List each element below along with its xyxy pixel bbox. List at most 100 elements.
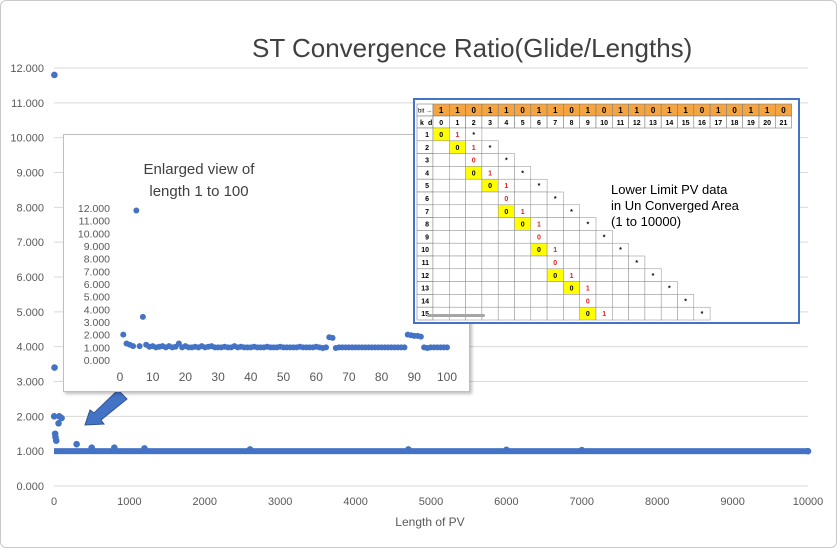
grid-cell bbox=[514, 268, 532, 282]
header-label: bit → bbox=[418, 109, 432, 115]
bit-value: 1 bbox=[683, 106, 688, 115]
bit-value: 1 bbox=[618, 106, 623, 115]
scrollbar[interactable] bbox=[427, 314, 485, 317]
cell-value: 0 bbox=[521, 222, 525, 229]
column-header: 11 bbox=[617, 120, 625, 127]
grid-cell bbox=[432, 281, 450, 295]
inset-x-tick-label: 30 bbox=[211, 370, 225, 384]
inset-data-point bbox=[136, 343, 143, 350]
main-series-points bbox=[50, 71, 812, 455]
main-baseline-series bbox=[54, 448, 808, 455]
inset-y-tick-label: 1.000 bbox=[84, 342, 110, 354]
grid-cell bbox=[644, 306, 662, 321]
grid-cell bbox=[497, 294, 515, 308]
data-point bbox=[804, 447, 812, 455]
grid-cell bbox=[530, 191, 548, 206]
grid-cell bbox=[546, 306, 564, 321]
grid-cell bbox=[660, 294, 678, 308]
row-label: 13 bbox=[421, 286, 429, 293]
grid-cell bbox=[514, 191, 532, 206]
inset-x-tick-label: 50 bbox=[277, 370, 291, 384]
grid-cell bbox=[481, 217, 499, 231]
y-tick-label: 8.000 bbox=[16, 202, 44, 214]
inset-y-tick-label: 2.000 bbox=[84, 330, 110, 342]
column-header: 5 bbox=[521, 120, 525, 127]
inset-chart: 0.0001.0002.0003.0004.0005.0006.0007.000… bbox=[78, 203, 457, 384]
y-tick-label: 4.000 bbox=[16, 342, 44, 354]
grid-cell bbox=[432, 191, 450, 206]
column-header: 15 bbox=[682, 120, 690, 127]
grid-cell bbox=[432, 178, 450, 193]
bit-value: 1 bbox=[635, 106, 640, 115]
grid-cell bbox=[481, 153, 499, 167]
grid-cell bbox=[546, 281, 564, 295]
grid-cell bbox=[628, 306, 646, 321]
bit-value: 1 bbox=[504, 106, 509, 115]
grid-cell bbox=[595, 281, 613, 295]
data-point bbox=[58, 414, 65, 422]
cell-value: * bbox=[472, 132, 475, 139]
grid-cell bbox=[449, 294, 466, 308]
column-header: 17 bbox=[714, 120, 722, 127]
inset-data-point bbox=[139, 313, 146, 320]
cell-value: 0 bbox=[537, 234, 541, 241]
grid-cell bbox=[660, 306, 678, 321]
inset-data-point bbox=[323, 344, 330, 351]
grid-cell bbox=[449, 191, 466, 206]
grid-cell bbox=[497, 166, 515, 180]
data-point bbox=[51, 364, 58, 371]
data-point bbox=[111, 444, 118, 451]
y-tick-label: 5.000 bbox=[16, 307, 44, 319]
bit-value: 1 bbox=[537, 106, 542, 115]
cell-value: * bbox=[684, 298, 687, 305]
y-tick-label: 3.000 bbox=[16, 377, 44, 389]
column-header: 1 bbox=[455, 120, 459, 127]
inset-y-tick-label: 11.000 bbox=[79, 216, 110, 228]
baseline-band bbox=[54, 448, 808, 455]
x-tick-label: 8000 bbox=[645, 496, 669, 508]
column-header: 10 bbox=[600, 120, 608, 127]
row-label: 1 bbox=[425, 132, 429, 139]
grid-cell bbox=[546, 204, 564, 218]
bit-value: 1 bbox=[667, 106, 672, 115]
grid-cell bbox=[481, 255, 499, 270]
grid-cell bbox=[563, 306, 580, 321]
data-point bbox=[73, 440, 80, 448]
table-note: Lower Limit PV data in Un Converged Area… bbox=[611, 182, 739, 229]
bit-value: 1 bbox=[439, 106, 444, 115]
cell-value: 1 bbox=[488, 170, 492, 177]
column-header-cell bbox=[774, 115, 792, 129]
y-tick-label: 7.000 bbox=[16, 237, 44, 249]
grid-cell bbox=[465, 204, 483, 218]
column-header: 7 bbox=[553, 120, 557, 127]
grid-cell bbox=[497, 306, 515, 321]
data-point bbox=[55, 420, 62, 427]
grid-cell bbox=[481, 242, 499, 257]
grid-cell bbox=[465, 191, 483, 206]
column-header: 3 bbox=[488, 120, 492, 127]
grid-cell bbox=[449, 204, 466, 218]
grid-cell bbox=[563, 230, 580, 244]
pv-table-inset: bit → 1 1 0 1 1 0 1 1 0 1 0 1 1 0 1 1 0 1 0 1 1 0 k d 0 1 2 3 4 5 6 7 8 9 1… bbox=[413, 98, 800, 324]
bit-value: 0 bbox=[732, 106, 737, 115]
column-header: 21 bbox=[780, 120, 788, 127]
inset-y-tick-label: 4.000 bbox=[84, 304, 110, 316]
column-header: 13 bbox=[649, 120, 657, 127]
grid-cell bbox=[432, 294, 450, 308]
grid-cell bbox=[465, 217, 483, 231]
grid-cell bbox=[595, 268, 613, 282]
column-header: 18 bbox=[731, 120, 739, 127]
cell-value: 1 bbox=[504, 183, 508, 190]
inset-data-point bbox=[329, 334, 336, 341]
cell-value: 0 bbox=[553, 273, 557, 280]
grid-cell bbox=[628, 268, 646, 282]
inset-y-tick-label: 0.000 bbox=[84, 355, 110, 367]
cell-value: * bbox=[521, 170, 524, 177]
row-label: 9 bbox=[425, 234, 429, 241]
bit-value: 0 bbox=[700, 106, 705, 115]
row-label: 7 bbox=[425, 209, 429, 216]
grid-cell bbox=[465, 281, 483, 295]
data-point bbox=[578, 446, 586, 454]
grid-cell bbox=[514, 178, 532, 193]
grid-cell bbox=[546, 217, 564, 231]
